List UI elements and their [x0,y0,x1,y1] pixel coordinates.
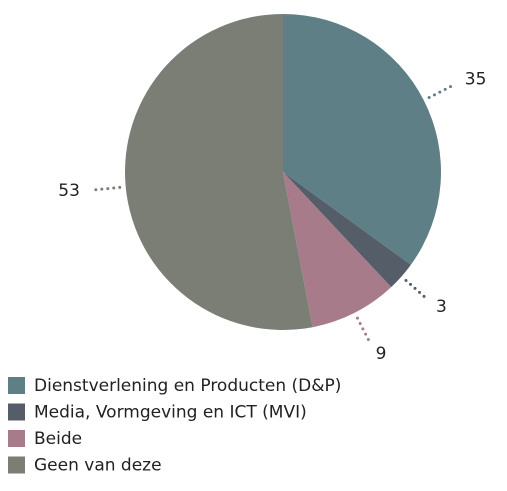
legend-swatch [8,403,25,421]
data-label: 3 [436,297,447,317]
pie-slice [283,14,441,265]
legend-swatch [8,377,25,394]
data-label: 35 [465,69,487,89]
legend-swatch [8,456,25,474]
data-label: 53 [58,181,80,201]
legend-swatch [8,430,25,447]
leader-line [90,185,122,192]
legend-label: Media, Vormgeving en ICT (MVI) [34,403,307,423]
legend-label: Beide [34,429,82,449]
legend-label: Geen van deze [34,456,162,476]
pie-slice [283,172,392,328]
leader-line [355,316,372,345]
pie-slice [283,172,411,288]
leader-line [427,83,456,100]
leader-line [404,278,429,301]
data-label: 9 [376,344,387,364]
legend-label: Dienstverlening en Producten (D&P) [34,376,341,396]
pie-slice [125,14,313,330]
